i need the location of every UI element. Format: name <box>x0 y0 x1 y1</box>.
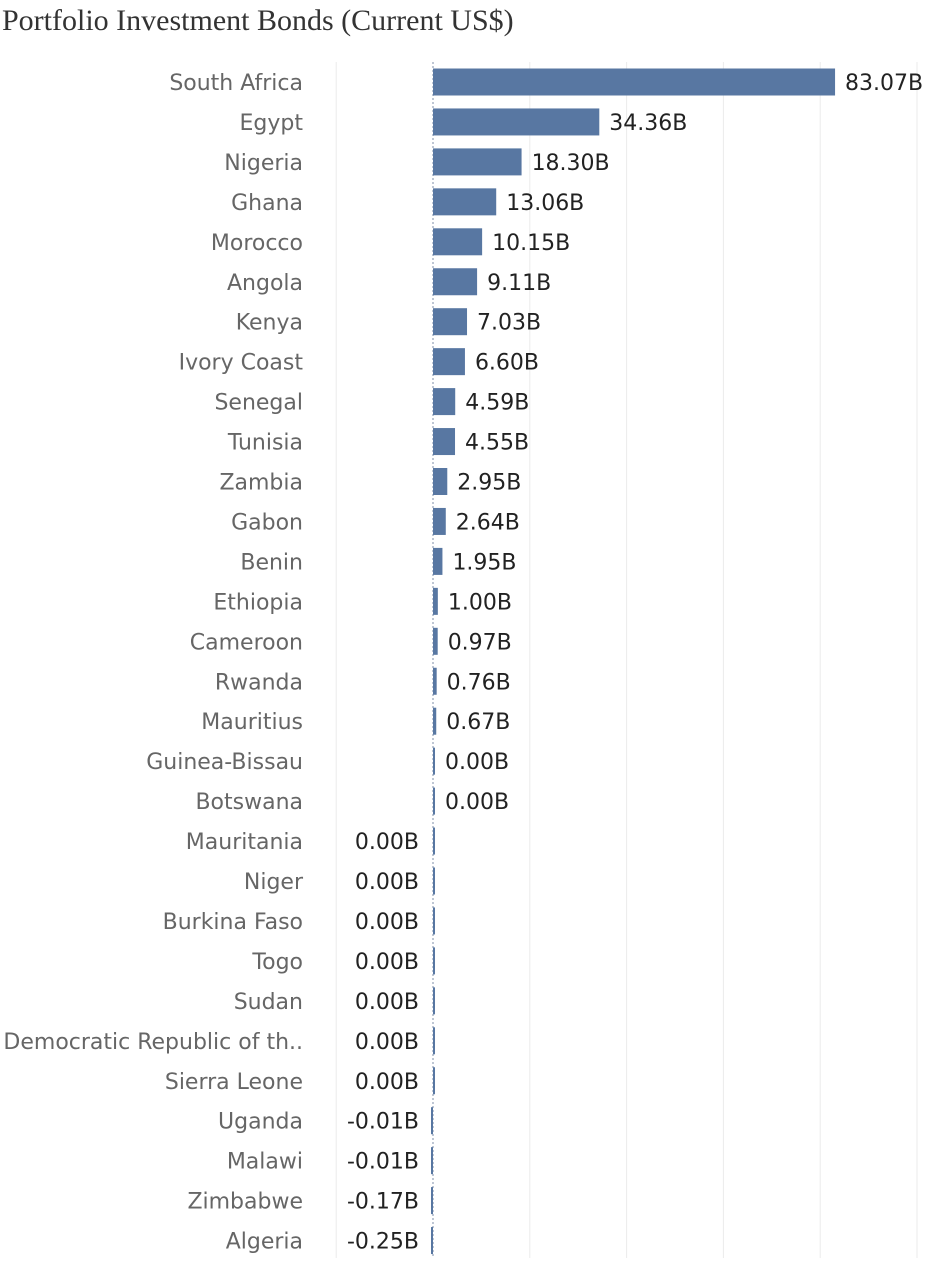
category-label: Guinea-Bissau <box>146 750 303 775</box>
value-label: 2.64B <box>456 510 520 535</box>
bar <box>431 1147 433 1175</box>
bar <box>433 627 438 655</box>
bar <box>433 707 437 735</box>
category-label: Democratic Republic of th.. <box>3 1030 303 1055</box>
value-label: 1.95B <box>452 550 516 575</box>
value-label: 0.00B <box>355 830 419 855</box>
bar <box>433 667 437 695</box>
value-label: 0.00B <box>355 990 419 1015</box>
bar <box>433 587 438 615</box>
bar <box>433 1067 435 1095</box>
category-label: Senegal <box>214 391 303 416</box>
bars <box>431 68 836 1255</box>
bar <box>433 1027 435 1055</box>
category-label: Ivory Coast <box>179 351 304 376</box>
bar <box>433 907 435 935</box>
category-label: Burkina Faso <box>163 910 303 935</box>
bar <box>433 68 836 96</box>
value-label: 34.36B <box>609 111 687 136</box>
category-label: Angola <box>227 271 303 296</box>
bar <box>433 428 456 456</box>
value-label: 6.60B <box>475 351 539 376</box>
category-label: Zimbabwe <box>187 1190 303 1215</box>
bar <box>433 188 497 216</box>
value-label: 0.97B <box>448 630 512 655</box>
value-label: -0.01B <box>347 1110 419 1135</box>
category-label: Gabon <box>231 510 303 535</box>
category-label: Algeria <box>226 1230 303 1255</box>
category-label: Ethiopia <box>213 590 303 615</box>
category-label: Morocco <box>211 231 303 256</box>
bar <box>433 507 446 535</box>
bar <box>433 867 435 895</box>
bar <box>433 308 468 336</box>
category-label: Sudan <box>234 990 303 1015</box>
value-label: 0.00B <box>355 870 419 895</box>
bar <box>433 228 483 256</box>
category-label: Uganda <box>218 1110 303 1135</box>
category-label: Egypt <box>240 111 304 136</box>
category-label: Botswana <box>195 790 303 815</box>
bar <box>433 827 435 855</box>
value-label: 9.11B <box>487 271 551 296</box>
category-label: Nigeria <box>224 151 303 176</box>
value-label: 0.00B <box>355 1030 419 1055</box>
category-label: South Africa <box>169 71 303 96</box>
category-label: Benin <box>240 550 303 575</box>
labels: South Africa 83.07B Egypt 34.36B Nigeria 18.3… <box>3 71 923 1255</box>
chart-title: Portfolio Investment Bonds (Current US$) <box>2 4 514 37</box>
category-label: Ghana <box>231 191 303 216</box>
bar <box>433 547 443 575</box>
category-label: Kenya <box>236 311 303 336</box>
value-label: -0.25B <box>347 1230 419 1255</box>
value-label: 7.03B <box>477 311 541 336</box>
value-label: 10.15B <box>492 231 570 256</box>
category-label: Malawi <box>227 1150 303 1175</box>
bar <box>433 148 522 176</box>
bar <box>431 1187 433 1215</box>
bar <box>433 947 435 975</box>
value-label: 4.59B <box>465 391 529 416</box>
value-label: 4.55B <box>465 431 529 456</box>
bar <box>433 108 600 136</box>
value-label: 0.76B <box>447 670 511 695</box>
category-label: Togo <box>251 950 303 975</box>
value-label: 2.95B <box>457 471 521 496</box>
category-label: Mauritania <box>186 830 303 855</box>
value-label: -0.01B <box>347 1150 419 1175</box>
bar <box>431 1107 433 1135</box>
bar <box>433 348 465 376</box>
bar <box>433 468 448 495</box>
value-label: 13.06B <box>506 191 584 216</box>
bar <box>433 747 435 775</box>
bar <box>433 388 456 416</box>
value-label: 0.00B <box>445 750 509 775</box>
value-label: 0.00B <box>445 790 509 815</box>
category-label: Tunisia <box>227 431 303 456</box>
bar <box>433 268 478 296</box>
bar <box>431 1227 433 1255</box>
category-label: Sierra Leone <box>165 1070 303 1095</box>
value-label: 1.00B <box>448 590 512 615</box>
value-label: 0.67B <box>446 710 510 735</box>
category-label: Mauritius <box>201 710 303 735</box>
value-label: -0.17B <box>347 1190 419 1215</box>
category-label: Zambia <box>219 471 303 496</box>
value-label: 83.07B <box>845 71 923 96</box>
category-label: Rwanda <box>215 670 303 695</box>
category-label: Niger <box>244 870 304 895</box>
value-label: 0.00B <box>355 910 419 935</box>
bar <box>433 787 435 815</box>
bar <box>433 987 435 1015</box>
category-label: Cameroon <box>190 630 303 655</box>
value-label: 0.00B <box>355 1070 419 1095</box>
grid <box>335 62 918 1258</box>
value-label: 18.30B <box>532 151 610 176</box>
value-label: 0.00B <box>355 950 419 975</box>
